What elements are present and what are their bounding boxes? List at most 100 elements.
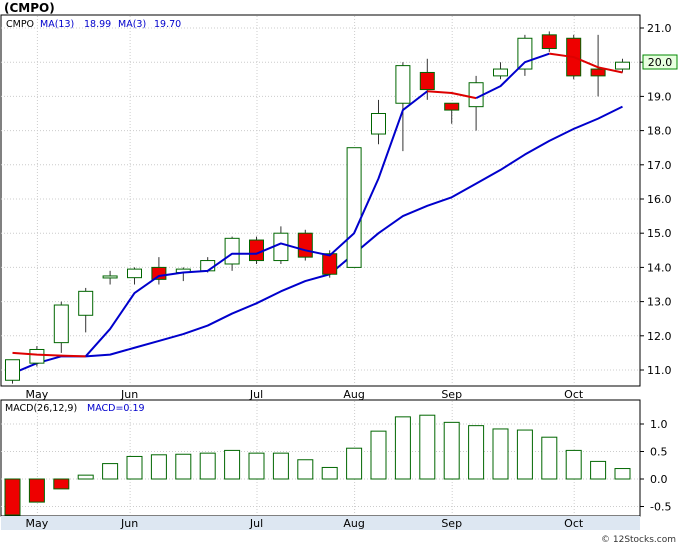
- macd-bar: [590, 460, 607, 480]
- ma13-label: MA(13): [40, 19, 74, 30]
- month-label: Oct: [564, 388, 584, 401]
- candle-body: [249, 239, 264, 262]
- macd-bar: [102, 463, 119, 480]
- macd-bar: [150, 454, 167, 480]
- candle: [493, 62, 508, 80]
- candle: [102, 270, 118, 285]
- candle-body: [517, 37, 533, 70]
- macd-value-label: MACD=0.19: [87, 403, 145, 414]
- candle-body: [273, 232, 289, 262]
- candle-body: [371, 113, 386, 135]
- candle-body: [493, 68, 508, 77]
- price-tick-label: 11.0: [647, 364, 672, 377]
- ma3-label: MA(3): [118, 19, 146, 30]
- candle: [151, 257, 167, 285]
- month-label: May: [26, 388, 49, 401]
- macd-bar: [516, 429, 533, 480]
- candle-body: [102, 275, 118, 279]
- candle-body: [615, 61, 630, 70]
- candle: [5, 359, 20, 384]
- candle-body: [395, 65, 411, 104]
- ma3-line-layer: [12, 52, 623, 358]
- bottom-axis-strip: [1, 516, 640, 530]
- macd-bar: [272, 452, 289, 480]
- price-tick-label: 13.0: [647, 296, 672, 309]
- macd-bar: [53, 478, 70, 490]
- candle-body: [322, 253, 338, 275]
- chart-title: (CMPO): [4, 1, 55, 15]
- month-label: Aug: [343, 388, 364, 401]
- candle-body: [541, 34, 557, 50]
- macd-bar: [126, 455, 143, 480]
- last-price-badge-box: [642, 54, 678, 70]
- month-label: Aug: [343, 517, 364, 530]
- macd-bar: [248, 452, 265, 480]
- watermark: © 12Stocks.com: [601, 535, 676, 545]
- candle-body: [29, 348, 45, 364]
- candle-body: [346, 147, 362, 268]
- candle: [395, 62, 411, 152]
- macd-label: MACD(26,12,9): [5, 403, 77, 414]
- ma3-line-red: [549, 52, 623, 74]
- macd-bar: [346, 447, 363, 480]
- candle-body: [200, 260, 216, 272]
- month-label: Jul: [249, 388, 263, 401]
- price-panel: [0, 14, 641, 387]
- macd-y-axis: -0.5 0.0 0.5 1.0: [640, 418, 671, 514]
- price-tick-label: 17.0: [647, 159, 672, 172]
- macd-tick-label: 0.5: [650, 446, 668, 459]
- ticker-label: CMPO: [6, 19, 34, 30]
- macd-bar: [321, 466, 338, 480]
- macd-tick-label: 0.0: [650, 473, 668, 486]
- macd-bar: [614, 468, 631, 480]
- macd-bar: [370, 430, 387, 480]
- candle: [615, 58, 630, 73]
- candle-body: [5, 359, 20, 381]
- candle: [419, 58, 435, 100]
- macd-bars-layer: [4, 414, 631, 516]
- candle-body: [590, 68, 606, 77]
- month-label: Jun: [120, 517, 138, 530]
- ma3-value: 19.70: [154, 19, 181, 30]
- ma3-line-red: [427, 90, 477, 100]
- macd-bar: [394, 416, 411, 480]
- price-tick-label: 14.0: [647, 261, 672, 274]
- candle: [78, 287, 94, 333]
- candle: [53, 301, 69, 353]
- month-label: Oct: [564, 517, 584, 530]
- macd-bar: [565, 449, 582, 480]
- candle: [590, 34, 606, 97]
- price-y-axis: 11.0 12.0 13.0 14.0 15.0 16.0 17.0 18.0 19.0 20.0…: [640, 22, 672, 377]
- price-tick-label: 18.0: [647, 125, 672, 138]
- macd-bar: [419, 414, 436, 480]
- last-price-badge: 20.0: [642, 54, 678, 70]
- ma13-value: 18.99: [84, 19, 111, 30]
- macd-bar: [224, 449, 241, 480]
- price-tick-label: 16.0: [647, 193, 672, 206]
- candle-body: [297, 232, 313, 258]
- ma13-line-layer: [12, 105, 623, 375]
- ma3-line-blue: [475, 52, 550, 100]
- month-label: Jul: [249, 517, 263, 530]
- macd-bar: [468, 425, 485, 480]
- month-label: Sep: [441, 388, 462, 401]
- month-label: Jun: [120, 388, 138, 401]
- macd-bar: [77, 474, 94, 480]
- candle-body: [444, 102, 460, 111]
- macd-bar: [443, 421, 460, 480]
- candle-body: [419, 71, 435, 91]
- price-tick-label: 21.0: [647, 22, 672, 35]
- macd-month-axis: May Jun Jul Aug Sep Oct: [26, 517, 584, 530]
- candle-body: [53, 304, 69, 344]
- candle-body: [151, 266, 167, 280]
- ma3-line-blue: [84, 90, 428, 357]
- price-tick-label: 15.0: [647, 227, 672, 240]
- candle: [127, 267, 142, 285]
- macd-panel: [0, 399, 641, 517]
- candle: [444, 102, 460, 124]
- macd-tick-label: -0.5: [650, 501, 671, 514]
- month-label: Sep: [441, 517, 462, 530]
- candle: [249, 236, 264, 264]
